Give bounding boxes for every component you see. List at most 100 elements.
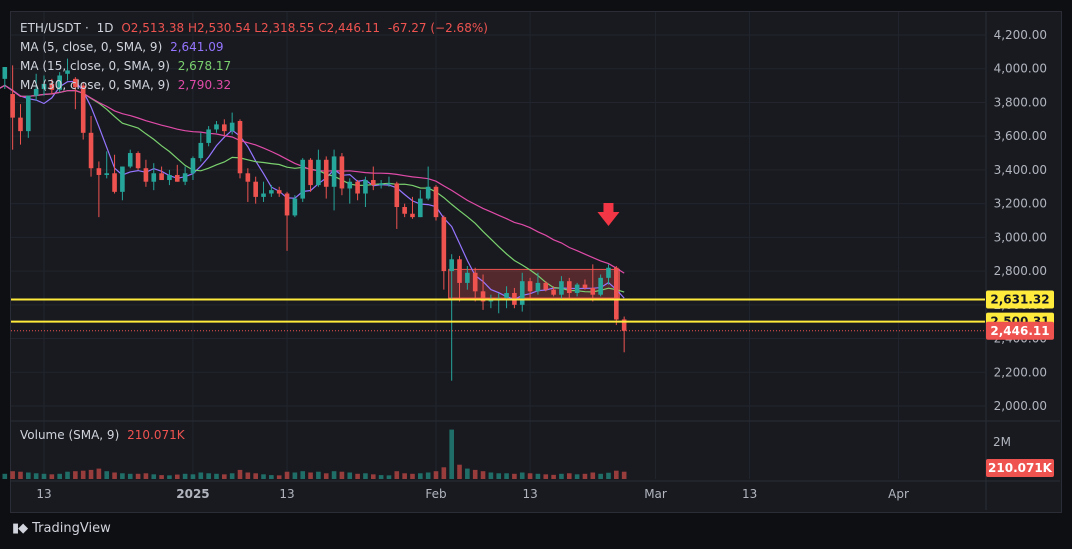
ma5-legend: MA (5, close, 0, SMA, 9) 2,641.09	[20, 40, 228, 54]
candle-body	[2, 67, 8, 79]
volume-bar	[355, 473, 360, 479]
candle-body	[214, 124, 219, 130]
volume-bar	[410, 473, 415, 479]
volume-bar	[418, 473, 423, 479]
volume-bar	[206, 473, 211, 479]
candle-body	[347, 181, 353, 189]
candle-body	[425, 186, 431, 199]
price-tick-label: 3,200.00	[994, 197, 1047, 211]
volume-bar	[331, 471, 337, 479]
candle-body	[33, 88, 39, 96]
candle-body	[237, 121, 243, 174]
volume-bar	[167, 475, 172, 479]
candle-body	[402, 207, 407, 214]
candle-body	[284, 193, 290, 216]
candle-body	[190, 158, 196, 174]
candle-body	[574, 284, 580, 294]
candle-body	[174, 174, 180, 182]
volume-bar	[425, 472, 431, 479]
volume-bar	[96, 468, 102, 479]
ma30-value: 2,790.32	[177, 78, 232, 92]
candle-body	[26, 95, 31, 132]
volume-bar	[441, 467, 447, 479]
volume-bar	[245, 472, 251, 479]
candle-body	[159, 173, 164, 181]
candle-body	[104, 173, 110, 175]
brand-name: TradingView	[32, 521, 111, 536]
volume-bar	[590, 472, 596, 479]
volume-bar	[386, 475, 392, 479]
volume-bar	[214, 473, 219, 479]
candle-body	[18, 117, 23, 132]
candle-body	[222, 124, 227, 132]
candle-body	[292, 198, 298, 216]
ohlc-values: O2,513.38 H2,530.54 L2,318.55 C2,446.11	[121, 21, 381, 35]
volume-bar	[18, 471, 23, 479]
volume-legend: Volume (SMA, 9) 210.071K	[20, 428, 189, 442]
volume-bar	[10, 471, 15, 479]
volume-value: 210.071K	[127, 428, 185, 442]
volume-bar	[598, 473, 603, 479]
volume-bar	[276, 475, 282, 479]
price-tick-label: 4,000.00	[994, 62, 1047, 76]
volume-bar	[394, 471, 400, 479]
candle-body	[10, 94, 15, 118]
candle-body	[253, 181, 258, 197]
volume-bar	[614, 470, 619, 479]
volume-bar	[582, 473, 588, 479]
candle-body	[378, 183, 384, 186]
volume-bar	[543, 474, 549, 479]
ma30-label: MA (30, close, 0, SMA, 9)	[20, 78, 170, 92]
volume-bar	[127, 473, 133, 479]
volume-bar	[2, 473, 8, 479]
candle-body	[135, 153, 141, 169]
symbol-legend: ETH/USDT · 1D O2,513.38 H2,530.54 L2,318.…	[20, 21, 488, 35]
volume-bar	[292, 472, 298, 479]
volume-bar	[535, 473, 541, 479]
ma15-legend: MA (15, close, 0, SMA, 9) 2,678.17	[20, 59, 235, 73]
candle-body	[331, 156, 337, 187]
tradingview-brand[interactable]: ▮◆ TradingView	[12, 521, 111, 536]
time-tick-label: Mar	[644, 487, 667, 501]
candle-body	[582, 284, 588, 288]
time-tick-label: 13	[36, 487, 51, 501]
candle-body	[614, 267, 619, 320]
ma15-label: MA (15, close, 0, SMA, 9)	[20, 59, 170, 73]
candle-body	[449, 259, 454, 272]
volume-bar	[363, 473, 368, 479]
volume-bar	[33, 473, 39, 479]
candle-body	[261, 193, 266, 197]
candle-body	[433, 186, 439, 218]
candle-body	[143, 168, 149, 182]
volume-bar	[88, 469, 94, 479]
price-tick-label: 2,200.00	[994, 365, 1047, 379]
candle-body	[127, 153, 133, 167]
volume-bar	[339, 471, 345, 479]
candle-body	[488, 299, 494, 302]
volume-bar	[41, 473, 47, 479]
candle-body	[370, 180, 376, 186]
volume-bar	[104, 471, 110, 479]
candle-body	[96, 168, 102, 175]
volume-bar	[347, 472, 353, 479]
volume-bar	[308, 472, 313, 479]
candle-body	[182, 173, 188, 182]
volume-bar	[559, 473, 564, 479]
candle-body	[457, 259, 462, 283]
time-tick-label: 2025	[176, 487, 209, 501]
volume-bar	[370, 474, 376, 479]
volume-bar	[284, 471, 290, 479]
interval-label: 1D	[96, 21, 114, 35]
volume-bar	[57, 473, 62, 479]
tradingview-logo-icon: ▮◆	[12, 521, 28, 536]
candle-body	[339, 156, 345, 189]
volume-bar	[49, 474, 55, 479]
candle-body	[198, 142, 204, 159]
volume-bar	[253, 473, 258, 479]
volume-bar	[480, 471, 486, 479]
volume-bar	[574, 474, 580, 479]
time-tick-label: 13	[742, 487, 757, 501]
candle-body	[229, 122, 235, 132]
candle-body	[151, 173, 157, 182]
